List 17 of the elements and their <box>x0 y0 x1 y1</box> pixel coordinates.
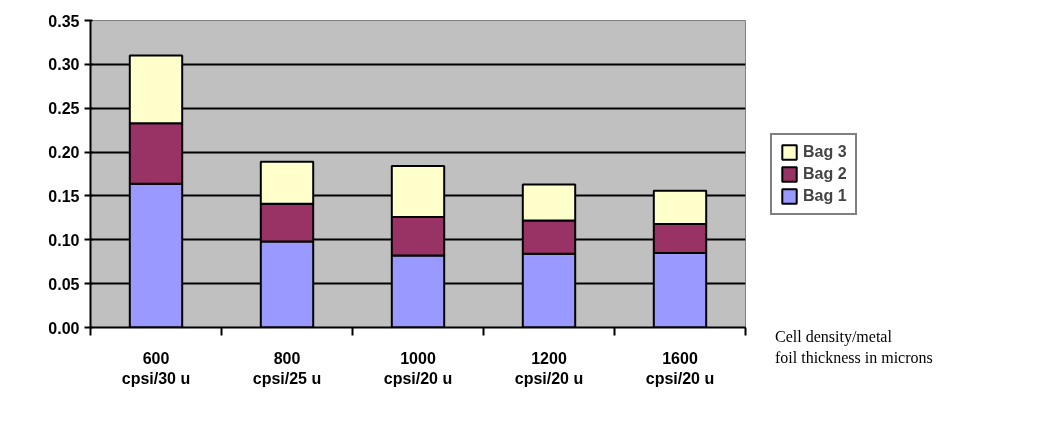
x-tick-label: 1200 cpsi/20 u <box>514 349 584 387</box>
x-tick-label: 1000 cpsi/20 u <box>383 349 453 387</box>
y-tick-label: 0.35 <box>48 12 80 30</box>
x-tick-label: 1600 cpsi/20 u <box>645 349 715 387</box>
legend-label: Bag 2 <box>803 164 847 183</box>
y-tick-label: 0.30 <box>48 56 80 74</box>
y-tick-label: 0.25 <box>48 100 80 118</box>
y-tick-label: 0.10 <box>48 231 80 249</box>
legend-label: Bag 1 <box>803 186 847 205</box>
x-tick-label: 800 cpsi/25 u <box>252 349 322 387</box>
x-tick-label: 600 cpsi/30 u <box>121 349 191 387</box>
y-tick-label: 0.20 <box>48 144 80 162</box>
legend-label: Bag 3 <box>803 142 847 161</box>
y-tick-label: 0.05 <box>48 275 80 293</box>
x-axis-title: Cell density/metal foil thickness in microns <box>775 327 933 368</box>
y-tick-label: 0.00 <box>48 319 80 337</box>
y-tick-label: 0.15 <box>48 187 80 205</box>
